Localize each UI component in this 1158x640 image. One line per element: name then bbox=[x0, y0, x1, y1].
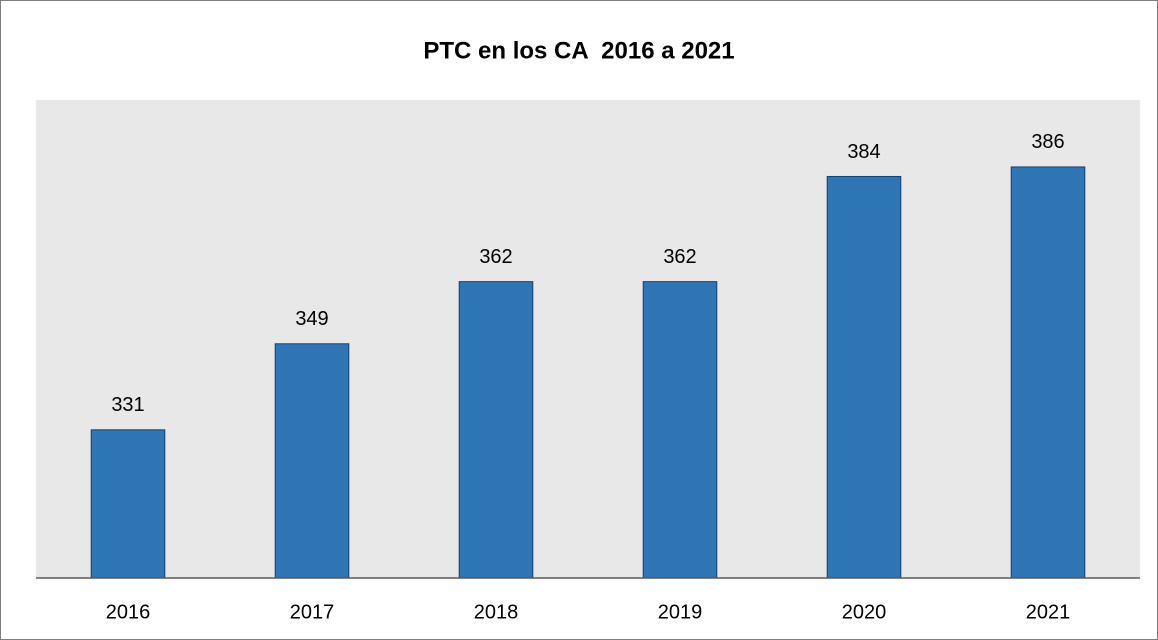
x-tick-label: 2020 bbox=[842, 601, 887, 623]
x-tick-label: 2021 bbox=[1026, 601, 1071, 623]
x-tick-label: 2019 bbox=[658, 601, 703, 623]
bar bbox=[826, 175, 902, 579]
bar bbox=[274, 343, 350, 579]
data-label: 349 bbox=[295, 308, 328, 330]
bar bbox=[642, 281, 718, 579]
data-label: 331 bbox=[111, 394, 144, 416]
data-label: 362 bbox=[479, 246, 512, 268]
x-tick-label: 2016 bbox=[106, 601, 151, 623]
x-tick-label: 2017 bbox=[290, 601, 335, 623]
bar bbox=[1010, 166, 1086, 579]
data-label: 384 bbox=[847, 141, 880, 163]
chart-title: PTC en los CA 2016 a 2021 bbox=[423, 37, 734, 64]
bar bbox=[90, 429, 166, 579]
data-label: 386 bbox=[1031, 131, 1064, 153]
x-tick-label: 2018 bbox=[474, 601, 519, 623]
data-label: 362 bbox=[663, 246, 696, 268]
plot-area bbox=[36, 100, 1140, 578]
bar bbox=[458, 281, 534, 579]
